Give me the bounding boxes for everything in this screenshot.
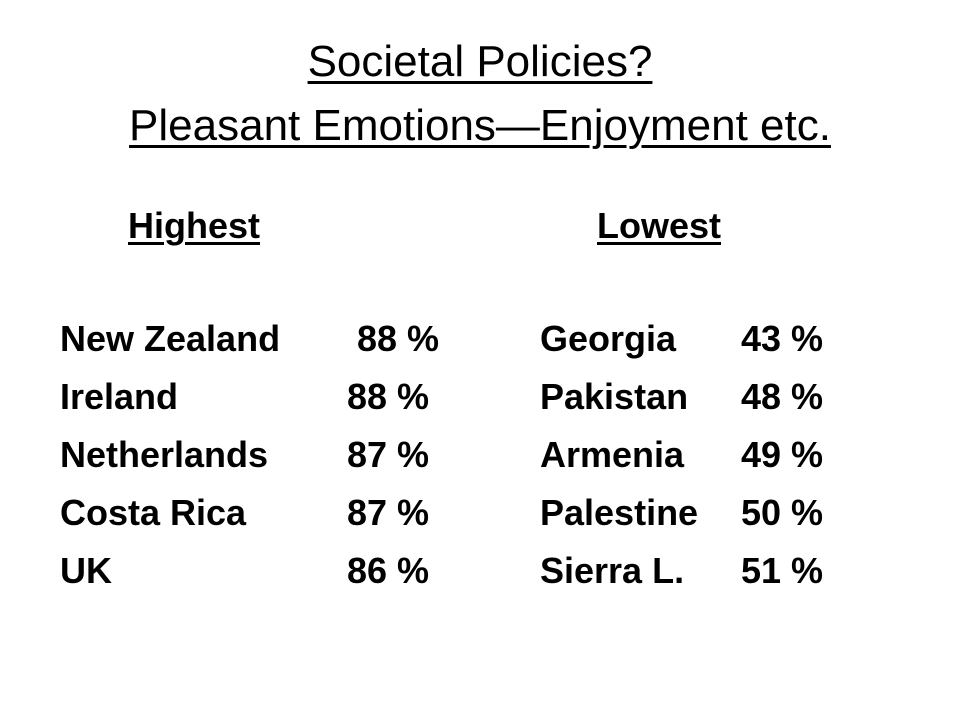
country-name: Palestine: [540, 492, 699, 533]
country-name: Ireland: [60, 376, 179, 417]
country-name: Armenia: [540, 434, 685, 475]
country-name: Georgia: [540, 318, 677, 359]
slide-title-line-2: Pleasant Emotions—Enjoyment etc.: [129, 101, 831, 150]
country-name: Costa Rica: [60, 492, 247, 533]
lowest-heading: Lowest: [597, 205, 722, 246]
country-value: 49 %: [741, 434, 824, 475]
country-name: Netherlands: [60, 434, 269, 475]
country-name: UK: [60, 550, 112, 591]
country-name: Pakistan: [540, 376, 689, 417]
country-value: 87 %: [347, 434, 430, 475]
country-value: 51 %: [741, 550, 824, 591]
slide-title-line-1: Societal Policies?: [307, 37, 653, 86]
country-value: 50 %: [741, 492, 824, 533]
country-value: 43 %: [741, 318, 824, 359]
country-name: Sierra L.: [540, 550, 685, 591]
country-value: 88 %: [347, 376, 430, 417]
highest-heading: Highest: [128, 205, 261, 246]
country-name: New Zealand: [60, 318, 281, 359]
country-value: 48 %: [741, 376, 824, 417]
country-value: 87 %: [347, 492, 430, 533]
country-value: 86 %: [347, 550, 430, 591]
country-value: 88 %: [357, 318, 440, 359]
